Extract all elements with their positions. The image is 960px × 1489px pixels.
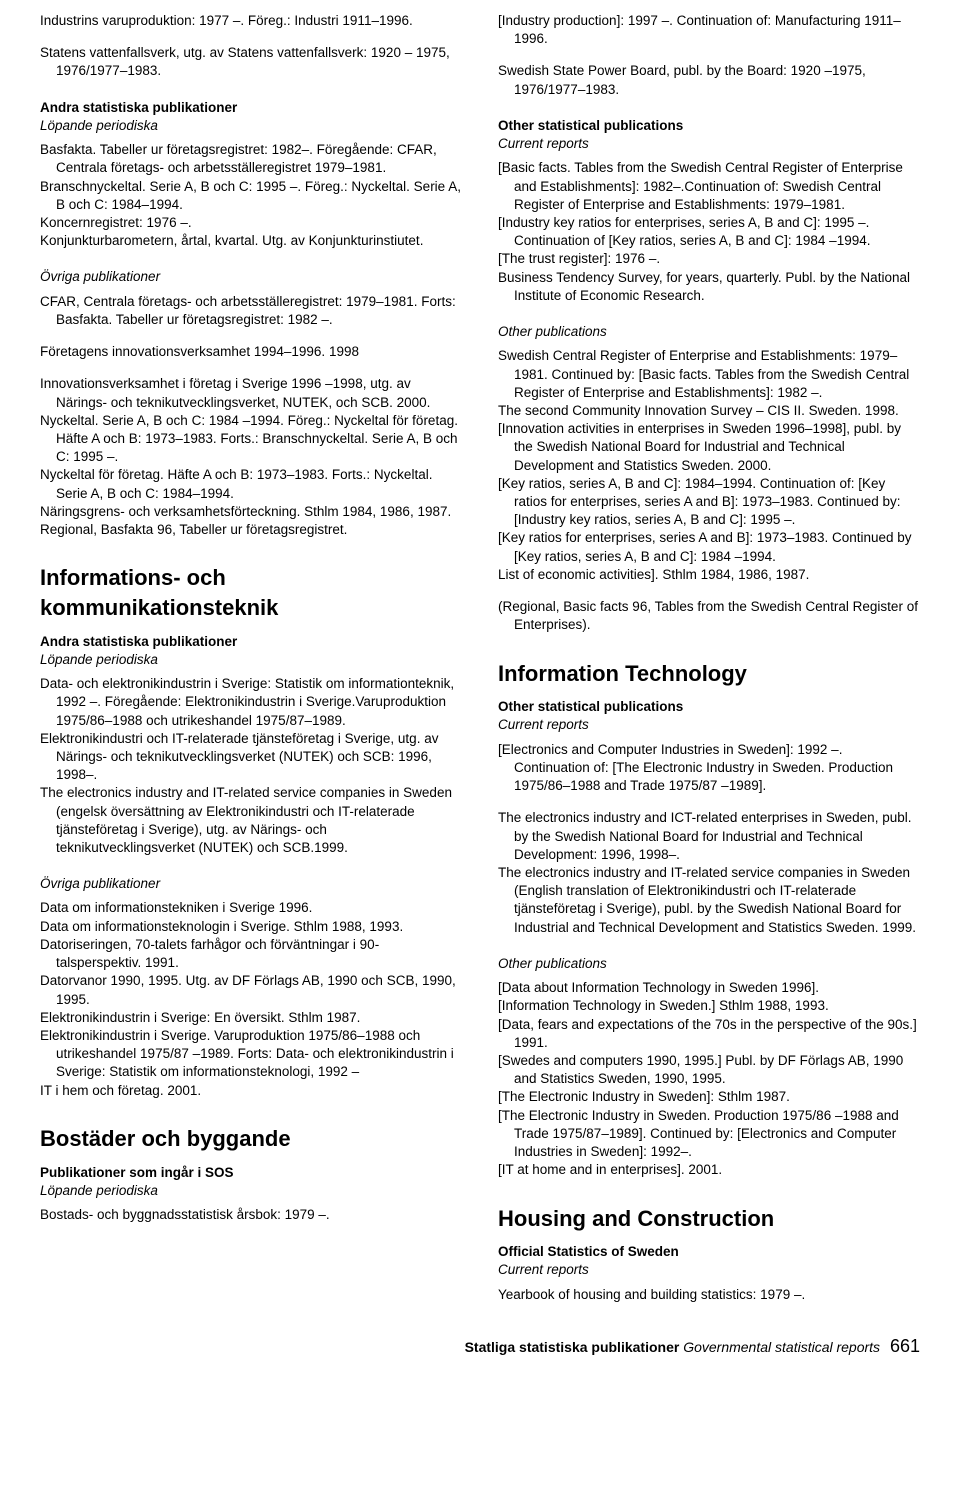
entry: Industrins varuproduktion: 1977 –. Föreg…	[40, 12, 462, 30]
section-heading: Andra statistiska publikationer	[40, 633, 462, 651]
section-title: Information Technology	[498, 659, 920, 689]
entry: Statens vattenfallsverk, utg. av Statens…	[40, 44, 462, 80]
section-title: Informations- och kommunikationsteknik	[40, 563, 462, 622]
section-heading: Andra statistiska publikationer	[40, 99, 462, 117]
section-heading: Other statistical publications	[498, 698, 920, 716]
section-subheading: Other publications	[498, 955, 920, 973]
page-number: 661	[890, 1336, 920, 1356]
entry: [Swedes and computers 1990, 1995.] Publ.…	[498, 1052, 920, 1088]
entry: Data om informationstekniken i Sverige 1…	[40, 899, 462, 917]
section-heading: Official Statistics of Sweden	[498, 1243, 920, 1261]
entry: The electronics industry and IT-related …	[498, 864, 920, 937]
entry: [Data about Information Technology in Sw…	[498, 979, 920, 997]
entry: Koncernregistret: 1976 –.	[40, 214, 462, 232]
entry: [The Electronic Industry in Sweden. Prod…	[498, 1107, 920, 1162]
section-subheading: Current reports	[498, 716, 920, 734]
section-subheading: Löpande periodiska	[40, 651, 462, 669]
entry: [Industry key ratios for enterprises, se…	[498, 214, 920, 250]
entry: Datorvanor 1990, 1995. Utg. av DF Förlag…	[40, 972, 462, 1008]
section-title: Housing and Construction	[498, 1204, 920, 1234]
entry: [Industry production]: 1997 –. Continuat…	[498, 12, 920, 48]
entry: Nyckeltal för företag. Häfte A och B: 19…	[40, 466, 462, 502]
entry: Data om informationsteknologin i Sverige…	[40, 918, 462, 936]
section-subheading: Övriga publikationer	[40, 875, 462, 893]
section-title: Bostäder och byggande	[40, 1124, 462, 1154]
entry: The electronics industry and IT-related …	[40, 784, 462, 857]
entry: IT i hem och företag. 2001.	[40, 1082, 462, 1100]
entry: (Regional, Basic facts 96, Tables from t…	[498, 598, 920, 634]
entry: Innovationsverksamhet i företag i Sverig…	[40, 375, 462, 411]
two-column-layout: Industrins varuproduktion: 1977 –. Föreg…	[40, 12, 920, 1304]
section-subheading: Övriga publikationer	[40, 268, 462, 286]
entry: Swedish Central Register of Enterprise a…	[498, 347, 920, 402]
entry: The electronics industry and ICT-related…	[498, 809, 920, 864]
entry: Swedish State Power Board, publ. by the …	[498, 62, 920, 98]
entry: [Key ratios for enterprises, series A an…	[498, 529, 920, 565]
left-column: Industrins varuproduktion: 1977 –. Föreg…	[40, 12, 462, 1304]
entry: Elektronikindustrin i Sverige: En översi…	[40, 1009, 462, 1027]
entry: Nyckeltal. Serie A, B och C: 1984 –1994.…	[40, 412, 462, 467]
entry: Elektronikindustri och IT-relaterade tjä…	[40, 730, 462, 785]
section-heading: Publikationer som ingår i SOS	[40, 1164, 462, 1182]
entry: [The trust register]: 1976 –.	[498, 250, 920, 268]
entry: Branschnyckeltal. Serie A, B och C: 1995…	[40, 178, 462, 214]
entry: Näringsgrens- och verksamhetsförteckning…	[40, 503, 462, 521]
entry: [Information Technology in Sweden.] Sthl…	[498, 997, 920, 1015]
footer-title-bold: Statliga statistiska publikationer	[465, 1339, 680, 1355]
entry: [Electronics and Computer Industries in …	[498, 741, 920, 796]
section-heading: Other statistical publications	[498, 117, 920, 135]
entry: Business Tendency Survey, for years, qua…	[498, 269, 920, 305]
entry: [Innovation activities in enterprises in…	[498, 420, 920, 475]
entry: [IT at home and in enterprises]. 2001.	[498, 1161, 920, 1179]
entry: Regional, Basfakta 96, Tabeller ur föret…	[40, 521, 462, 539]
entry: Bostads- och byggnadsstatistisk årsbok: …	[40, 1206, 462, 1224]
section-subheading: Löpande periodiska	[40, 1182, 462, 1200]
entry: [Data, fears and expectations of the 70s…	[498, 1016, 920, 1052]
entry: Datoriseringen, 70-talets farhågor och f…	[40, 936, 462, 972]
entry: [Key ratios, series A, B and C]: 1984–19…	[498, 475, 920, 530]
section-subheading: Löpande periodiska	[40, 117, 462, 135]
entry: Företagens innovationsverksamhet 1994–19…	[40, 343, 462, 361]
section-subheading: Other publications	[498, 323, 920, 341]
entry: Basfakta. Tabeller ur företagsregistret:…	[40, 141, 462, 177]
entry: CFAR, Centrala företags- och arbetsställ…	[40, 293, 462, 329]
section-subheading: Current reports	[498, 135, 920, 153]
entry: Data- och elektronikindustrin i Sverige:…	[40, 675, 462, 730]
page-footer: Statliga statistiska publikationer Gover…	[40, 1334, 920, 1358]
entry: The second Community Innovation Survey –…	[498, 402, 920, 420]
right-column: [Industry production]: 1997 –. Continuat…	[498, 12, 920, 1304]
entry: [The Electronic Industry in Sweden]: Sth…	[498, 1088, 920, 1106]
entry: Elektronikindustrin i Sverige. Varuprodu…	[40, 1027, 462, 1082]
section-subheading: Current reports	[498, 1261, 920, 1279]
entry: [Basic facts. Tables from the Swedish Ce…	[498, 159, 920, 214]
entry: Konjunkturbarometern, årtal, kvartal. Ut…	[40, 232, 462, 250]
footer-title-italic: Governmental statistical reports	[683, 1339, 880, 1355]
entry: List of economic activities]. Sthlm 1984…	[498, 566, 920, 584]
entry: Yearbook of housing and building statist…	[498, 1286, 920, 1304]
